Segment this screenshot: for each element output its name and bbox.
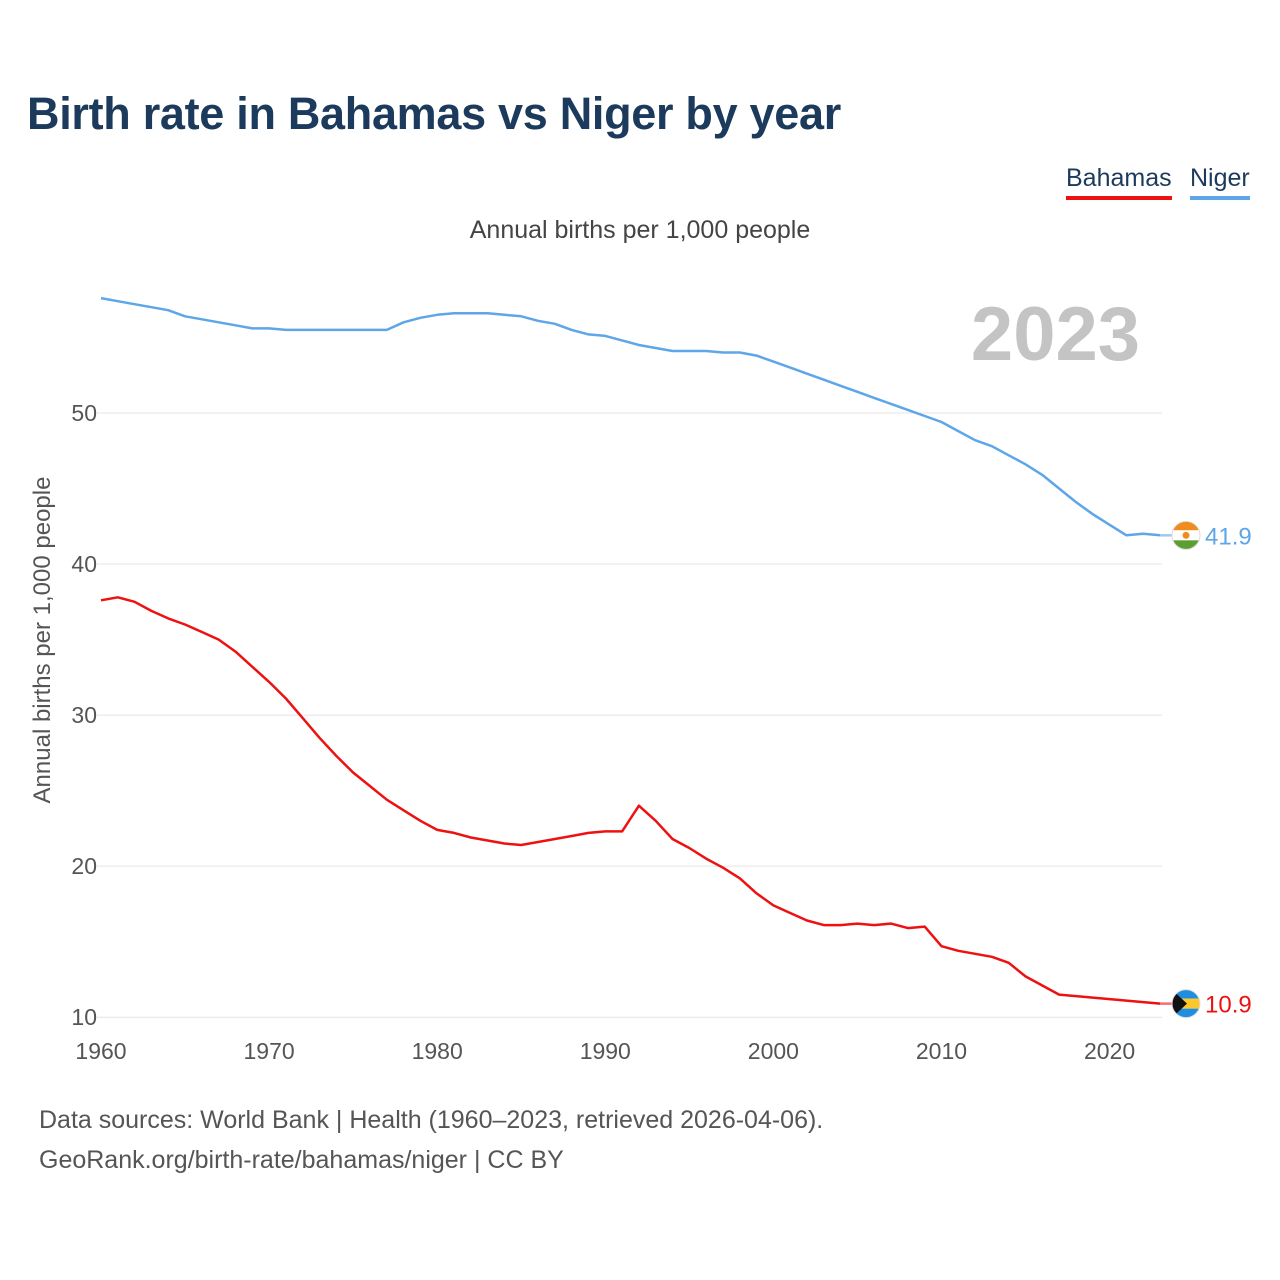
series-lines — [100, 296, 1161, 1005]
credit-link[interactable]: GeoRank.org/birth-rate/bahamas/niger | C… — [39, 1146, 564, 1174]
niger-flag-icon — [1171, 520, 1201, 550]
x-tick-label: 2010 — [916, 1038, 967, 1064]
chart-subtitle: Annual births per 1,000 people — [469, 216, 811, 244]
x-tick-label: 1970 — [244, 1038, 295, 1064]
x-tick-label: 2020 — [1084, 1038, 1135, 1064]
x-tick-label: 1960 — [75, 1038, 126, 1064]
series-line-niger — [100, 296, 1161, 537]
chart-title: Birth rate in Bahamas vs Niger by year — [27, 88, 841, 139]
y-tick-label: 40 — [71, 551, 97, 577]
y-axis-label: Annual births per 1,000 people — [29, 477, 56, 804]
y-tick-label: 20 — [71, 853, 97, 879]
end-markers: 10.9 41.9 — [1160, 520, 1252, 1019]
x-axis-ticks: 1960 1970 1980 1990 2000 2010 2020 — [75, 1038, 1135, 1064]
end-value-label-bahamas: 10.9 — [1205, 992, 1252, 1019]
data-source-note: Data sources: World Bank | Health (1960–… — [39, 1106, 824, 1134]
x-tick-label: 1990 — [580, 1038, 631, 1064]
y-tick-label: 50 — [71, 400, 97, 426]
bahamas-flag-icon — [1171, 989, 1201, 1019]
y-tick-label: 10 — [71, 1004, 97, 1030]
gridlines — [97, 412, 1162, 1018]
y-tick-label: 30 — [71, 702, 97, 728]
x-tick-label: 1980 — [412, 1038, 463, 1064]
x-tick-label: 2000 — [748, 1038, 799, 1064]
end-value-label-niger: 41.9 — [1205, 523, 1252, 550]
legend-item-bahamas[interactable]: Bahamas — [1066, 164, 1172, 200]
series-line-bahamas — [100, 596, 1161, 1005]
y-axis-ticks: 10 20 30 40 50 — [71, 400, 97, 1030]
year-watermark: 2023 — [971, 292, 1140, 377]
legend-item-niger[interactable]: Niger — [1190, 164, 1250, 200]
